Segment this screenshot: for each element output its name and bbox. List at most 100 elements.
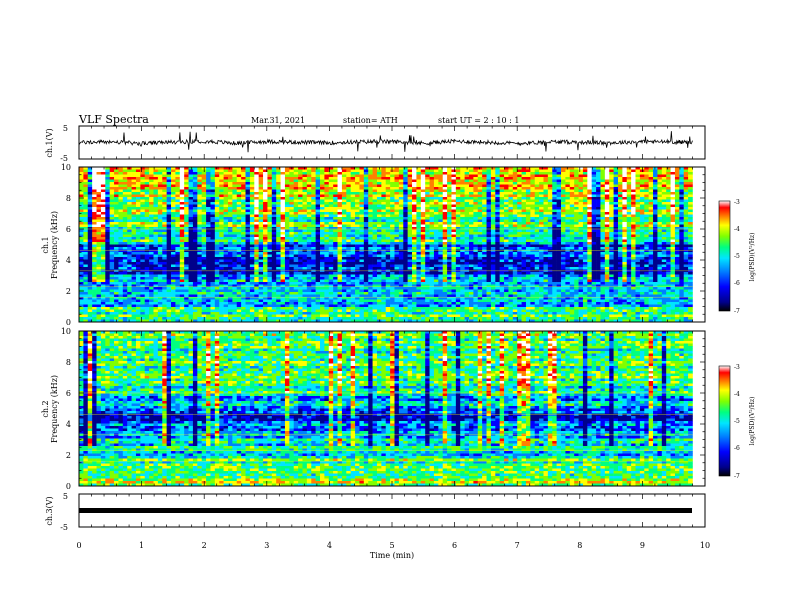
spectrogram-cell <box>92 175 97 178</box>
spectrogram-cell <box>570 180 575 183</box>
spectrogram-cell <box>294 175 299 178</box>
spectrogram-cell <box>355 190 360 193</box>
spectrogram-cell <box>171 175 176 178</box>
spectrogram-cell <box>627 185 632 188</box>
spectrogram-cell <box>412 175 417 178</box>
spectrogram-cell <box>640 182 645 185</box>
spectrogram-cell <box>83 172 88 175</box>
spectrogram-cell <box>482 180 487 183</box>
spectrogram-cell <box>657 190 662 193</box>
spectrogram-cell <box>224 177 229 180</box>
spectrogram-cell <box>390 192 395 195</box>
spectrogram-cell <box>206 187 211 190</box>
spectrogram-cell <box>636 195 641 198</box>
spectrogram-cell <box>232 187 237 190</box>
spectrogram-cell <box>631 190 636 193</box>
spectrogram-cell <box>570 192 575 195</box>
spectrogram-cell <box>136 200 141 203</box>
spectrogram-cell <box>364 172 369 175</box>
spectrogram-cell <box>206 200 211 203</box>
spectrogram-cell <box>425 170 430 173</box>
spectrogram-cell <box>307 180 312 183</box>
spectrogram-cell <box>675 172 680 175</box>
spectrogram-cell <box>101 197 106 200</box>
spectrogram-cell <box>618 177 623 180</box>
spectrogram-cell <box>281 180 286 183</box>
spectrogram-cell <box>368 172 373 175</box>
spectrogram-cell <box>513 190 518 193</box>
spectrogram-cell <box>473 187 478 190</box>
spectrogram-cell <box>180 172 185 175</box>
spectrogram-cell <box>500 177 505 180</box>
spectrogram-cell <box>636 187 641 190</box>
spectrogram-cell <box>158 177 163 180</box>
spectrogram-cell <box>263 185 268 188</box>
spectrogram-cell <box>592 195 597 198</box>
spectrogram-cell <box>329 187 334 190</box>
spectrogram-cell <box>180 192 185 195</box>
spectrogram-cell <box>267 195 272 198</box>
spectrogram-cell <box>355 175 360 178</box>
spectrogram-cell <box>495 187 500 190</box>
spectrogram-cell <box>180 187 185 190</box>
spectrogram-cell <box>636 190 641 193</box>
spectrogram-cell <box>118 187 123 190</box>
spectrogram-cell <box>395 185 400 188</box>
spectrogram-cell <box>662 172 667 175</box>
spectrogram-cell <box>193 195 198 198</box>
spectrogram-cell <box>592 180 597 183</box>
spectrogram-cell <box>618 170 623 173</box>
spectrogram-cell <box>662 185 667 188</box>
spectrogram-cell <box>543 185 548 188</box>
spectrogram-cell <box>671 175 676 178</box>
spectrogram-cell <box>149 192 154 195</box>
spectrogram-cell <box>110 170 115 173</box>
spectrogram-cell <box>679 175 684 178</box>
spectrogram-cell <box>145 200 150 203</box>
spectrogram-cell <box>596 192 601 195</box>
spectrogram-cell <box>338 170 343 173</box>
spectrogram-cell <box>302 182 307 185</box>
spectrogram-cell <box>329 192 334 195</box>
spectrogram-cell <box>127 195 132 198</box>
spectrogram-cell <box>688 197 693 200</box>
spectrogram-cell <box>552 195 557 198</box>
spectrogram-cell <box>543 177 548 180</box>
spectrogram-cell <box>285 182 290 185</box>
spectrogram-cell <box>438 192 443 195</box>
spectrogram-cell <box>570 177 575 180</box>
spectrogram-cell <box>114 172 119 175</box>
spectrogram-cell <box>333 175 338 178</box>
spectrogram-cell <box>88 182 93 185</box>
spectrogram-cell <box>333 185 338 188</box>
spectrogram-cell <box>574 177 579 180</box>
spectrogram-cell <box>565 175 570 178</box>
spectrogram-cell <box>259 187 264 190</box>
spectrogram-cell <box>105 200 110 203</box>
spectrogram-cell <box>561 185 566 188</box>
spectrogram-cell <box>535 195 540 198</box>
spectrogram-cell <box>487 185 492 188</box>
spectrogram-cell <box>552 197 557 200</box>
spectrogram-cell <box>469 185 474 188</box>
spectrogram-cell <box>197 180 202 183</box>
spectrogram-cell <box>495 170 500 173</box>
spectrogram-cell <box>329 195 334 198</box>
spectrogram-cell <box>500 182 505 185</box>
spectrogram-cell <box>627 192 632 195</box>
spectrogram-cell <box>416 192 421 195</box>
spectrogram-cell <box>434 182 439 185</box>
spectrogram-cell <box>228 187 233 190</box>
spectrogram-cell <box>513 182 518 185</box>
spectrogram-cell <box>88 177 93 180</box>
spectrogram-cell <box>127 200 132 203</box>
spectrogram-cell <box>469 195 474 198</box>
spectrogram-cell <box>219 200 224 203</box>
spectrogram-cell <box>140 172 145 175</box>
spectrogram-cell <box>574 195 579 198</box>
spectrogram-cell <box>180 190 185 193</box>
spectrogram-cell <box>548 182 553 185</box>
spectrogram-cell <box>311 182 316 185</box>
spectrogram-cell <box>101 170 106 173</box>
spectrogram-cell <box>110 200 115 203</box>
